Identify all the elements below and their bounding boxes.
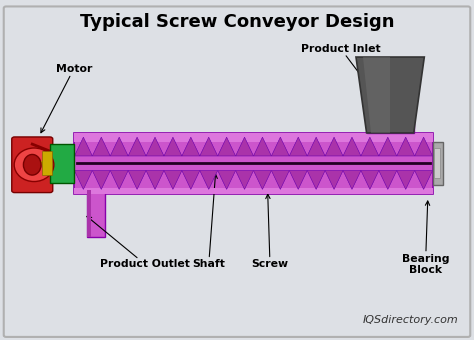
FancyBboxPatch shape [12,137,53,192]
Polygon shape [254,137,272,156]
Bar [366,123,414,133]
Polygon shape [379,137,397,156]
Text: Product Outlet: Product Outlet [87,216,190,269]
Polygon shape [236,171,254,189]
Polygon shape [74,171,92,189]
Polygon shape [289,171,307,189]
Polygon shape [356,57,424,133]
Polygon shape [200,171,218,189]
Text: Bearing
Block: Bearing Block [402,201,449,275]
Polygon shape [182,171,200,189]
Ellipse shape [14,148,54,182]
Polygon shape [307,137,325,156]
Polygon shape [254,171,272,189]
Polygon shape [325,171,343,189]
Ellipse shape [23,154,41,175]
Bar [74,133,433,142]
Polygon shape [343,137,361,156]
Polygon shape [236,137,254,156]
Bar [87,190,105,237]
Text: IQSdirectory.com: IQSdirectory.com [363,315,458,325]
Polygon shape [218,137,236,156]
Polygon shape [128,171,146,189]
Polygon shape [361,171,379,189]
Bar [74,188,433,193]
Polygon shape [325,137,343,156]
Polygon shape [74,137,92,156]
Polygon shape [415,137,433,156]
Polygon shape [218,171,236,189]
Polygon shape [272,171,289,189]
Polygon shape [92,171,110,189]
Polygon shape [110,137,128,156]
Bar [434,148,440,178]
Text: Screw: Screw [252,194,289,269]
Text: Typical Screw Conveyor Design: Typical Screw Conveyor Design [80,13,394,31]
Text: Shaft: Shaft [192,174,225,269]
Bar [74,133,433,193]
Polygon shape [272,137,289,156]
Polygon shape [128,137,146,156]
Polygon shape [379,171,397,189]
Polygon shape [397,171,415,189]
Bar [50,144,74,183]
Polygon shape [415,171,433,189]
Bar [433,142,443,185]
Polygon shape [200,137,218,156]
Bar [87,190,91,237]
Polygon shape [182,137,200,156]
Bar [42,151,52,175]
Polygon shape [110,171,128,189]
Polygon shape [363,57,390,133]
Polygon shape [164,137,182,156]
Polygon shape [289,137,307,156]
Polygon shape [164,171,182,189]
Polygon shape [146,171,164,189]
Polygon shape [397,137,415,156]
Text: Product Inlet: Product Inlet [301,44,381,89]
Polygon shape [92,137,110,156]
Polygon shape [146,137,164,156]
Polygon shape [343,171,361,189]
Polygon shape [307,171,325,189]
Polygon shape [361,137,379,156]
Text: Motor: Motor [41,64,92,133]
